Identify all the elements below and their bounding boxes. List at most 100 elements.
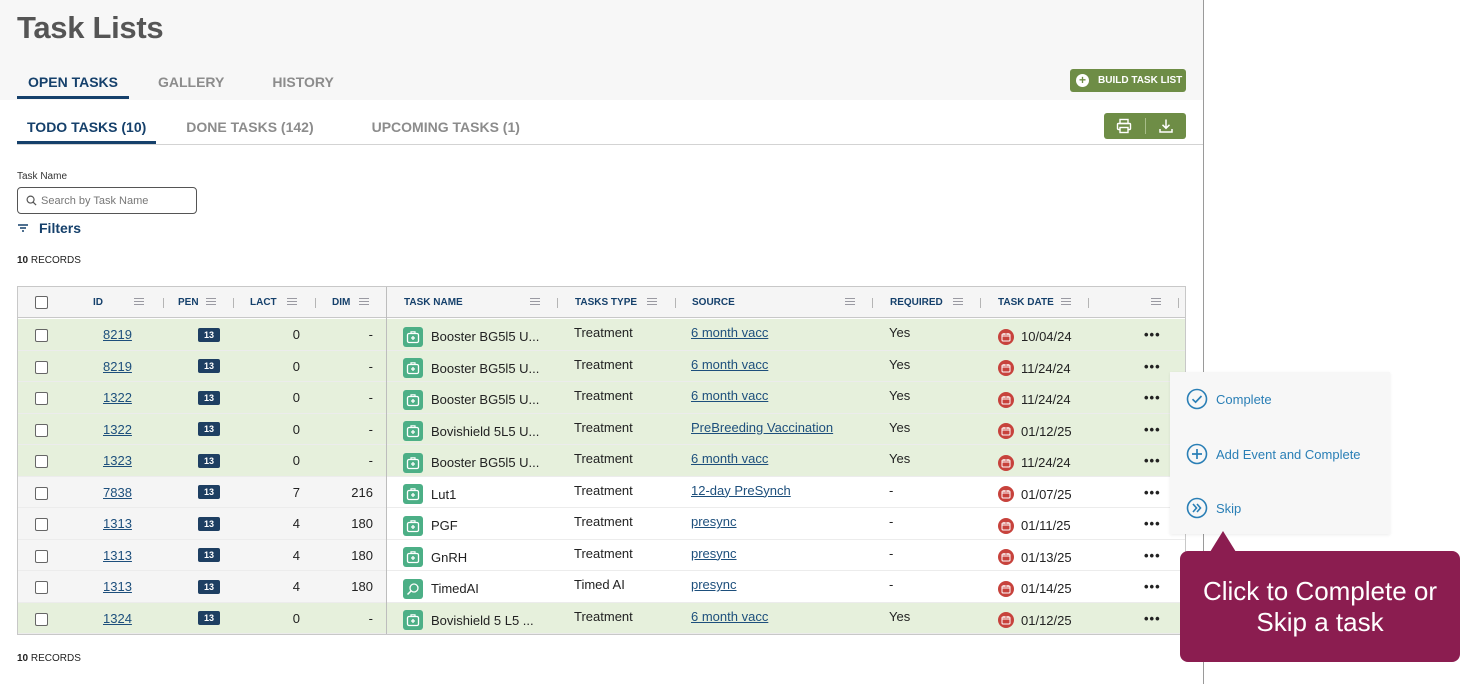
source-link[interactable]: 12-day PreSynch — [691, 482, 791, 498]
animal-id-link[interactable]: 1313 — [103, 516, 132, 531]
task-name-cell[interactable]: TimedAI — [403, 573, 479, 604]
animal-id-link[interactable]: 1323 — [103, 453, 132, 468]
column-menu-icon[interactable] — [206, 298, 216, 307]
task-name-cell[interactable]: Booster BG5l5 U... — [403, 447, 539, 478]
column-menu-icon[interactable] — [647, 298, 657, 307]
more-actions-icon[interactable]: ••• — [1144, 484, 1161, 500]
source-link[interactable]: presync — [691, 545, 737, 561]
column-menu-icon[interactable] — [1061, 298, 1071, 307]
source-link[interactable]: 6 month vacc — [691, 356, 769, 372]
col-header-id[interactable]: ID — [93, 297, 103, 308]
col-header-tasks-type[interactable]: TASKS TYPE — [575, 297, 638, 308]
source-link[interactable]: presync — [691, 514, 737, 529]
column-menu-icon[interactable] — [845, 298, 855, 307]
lact-cell: 0 — [292, 453, 300, 468]
animal-id-link[interactable]: 1322 — [103, 390, 132, 405]
more-actions-icon[interactable]: ••• — [1144, 547, 1161, 563]
col-header-required[interactable]: REQUIRED — [890, 297, 943, 308]
col-header-pen[interactable]: PEN — [178, 297, 199, 308]
row-checkbox[interactable] — [35, 423, 48, 437]
column-separator — [557, 298, 558, 308]
row-checkbox[interactable] — [35, 581, 48, 594]
source-link[interactable]: 6 month vacc — [691, 325, 769, 340]
table-row[interactable]: 8219 13 0 - Booster BG5l5 U... Treatment 6 mon… — [18, 350, 1185, 384]
animal-id-link[interactable]: 7838 — [103, 484, 132, 500]
tab-upcoming-tasks[interactable]: UPCOMING TASKS (1) — [371, 119, 520, 135]
table-row[interactable]: 8219 13 0 - Booster BG5l5 U... Treatment 6 mon… — [18, 319, 1185, 351]
tab-gallery[interactable]: GALLERY — [157, 74, 225, 90]
task-name-cell[interactable]: Bovishield 5L5 U... — [403, 416, 539, 447]
select-all-checkbox[interactable] — [35, 296, 48, 309]
table-row[interactable]: 1324 13 0 - Bovishield 5 L5 ... Treatment 6 mo… — [18, 602, 1185, 636]
column-menu-icon[interactable] — [1151, 298, 1161, 307]
task-name-cell[interactable]: Lut1 — [403, 479, 456, 510]
menu-item-add-event-and-complete[interactable]: Add Event and Complete — [1186, 443, 1361, 465]
filters-toggle[interactable]: Filters — [17, 220, 81, 236]
lact-cell: 0 — [292, 358, 300, 374]
row-checkbox[interactable] — [35, 360, 48, 374]
lact-cell: 0 — [292, 610, 300, 626]
row-checkbox[interactable] — [35, 549, 48, 563]
col-header-dim[interactable]: DIM — [332, 297, 351, 308]
pen-badge: 13 — [198, 548, 220, 562]
animal-id-link[interactable]: 1324 — [103, 610, 132, 626]
column-menu-icon[interactable] — [530, 298, 540, 307]
col-header-source[interactable]: SOURCE — [692, 297, 735, 308]
task-name-cell[interactable]: GnRH — [403, 542, 467, 573]
tab-history[interactable]: HISTORY — [272, 74, 334, 90]
animal-id-link[interactable]: 1322 — [103, 421, 132, 437]
animal-id-link[interactable]: 1313 — [103, 579, 132, 594]
table-row[interactable]: 7838 13 7 216 Lut1 Treatment 12-day PreSynch - 0… — [18, 476, 1185, 510]
task-name-cell[interactable]: Bovishield 5 L5 ... — [403, 605, 534, 636]
task-name-cell[interactable]: Booster BG5l5 U... — [403, 321, 539, 352]
menu-item-skip[interactable]: Skip — [1186, 497, 1241, 519]
animal-id-link[interactable]: 8219 — [103, 358, 132, 374]
more-actions-icon[interactable]: ••• — [1144, 453, 1161, 468]
task-name-cell[interactable]: Booster BG5l5 U... — [403, 353, 539, 384]
table-row[interactable]: 1322 13 0 - Booster BG5l5 U... Treatment 6 mon… — [18, 382, 1185, 414]
source-link[interactable]: presync — [691, 577, 737, 592]
source-link[interactable]: PreBreeding Vaccination — [691, 419, 834, 435]
tab-done-tasks[interactable]: DONE TASKS (142) — [186, 119, 314, 135]
row-checkbox[interactable] — [35, 486, 48, 500]
more-actions-icon[interactable]: ••• — [1144, 358, 1161, 374]
column-menu-icon[interactable] — [359, 298, 369, 307]
search-input[interactable] — [41, 194, 191, 207]
table-row[interactable]: 1313 13 4 180 GnRH Treatment presync -01/13/25 •… — [18, 539, 1185, 573]
tab-open-tasks[interactable]: OPEN TASKS — [17, 70, 129, 99]
row-checkbox[interactable] — [35, 392, 48, 405]
search-field[interactable] — [17, 187, 197, 214]
row-checkbox[interactable] — [35, 329, 48, 342]
col-header-task-name[interactable]: TASK NAME — [404, 297, 463, 308]
column-menu-icon[interactable] — [953, 298, 963, 307]
col-header-task-date[interactable]: TASK DATE — [998, 297, 1054, 308]
source-link[interactable]: 6 month vacc — [691, 608, 769, 624]
more-actions-icon[interactable]: ••• — [1144, 390, 1161, 405]
table-row[interactable]: 1322 13 0 - Bovishield 5L5 U... Treatment PreB… — [18, 413, 1185, 447]
row-checkbox[interactable] — [35, 518, 48, 531]
source-link[interactable]: 6 month vacc — [691, 388, 769, 403]
build-task-list-button[interactable]: + BUILD TASK LIST — [1070, 69, 1186, 92]
download-button[interactable] — [1145, 113, 1186, 139]
more-actions-icon[interactable]: ••• — [1144, 516, 1161, 531]
column-menu-icon[interactable] — [287, 298, 297, 307]
more-actions-icon[interactable]: ••• — [1144, 610, 1161, 626]
row-checkbox[interactable] — [35, 612, 48, 626]
table-row[interactable]: 1313 13 4 180 PGF Treatment presync -01/11/25 ••… — [18, 508, 1185, 540]
table-row[interactable]: 1323 13 0 - Booster BG5l5 U... Treatment 6 mon… — [18, 445, 1185, 477]
row-checkbox[interactable] — [35, 455, 48, 468]
print-button[interactable] — [1104, 113, 1145, 139]
tab-todo-tasks[interactable]: TODO TASKS (10) — [17, 114, 157, 144]
animal-id-link[interactable]: 8219 — [103, 327, 132, 342]
task-name-cell[interactable]: PGF — [403, 510, 458, 541]
more-actions-icon[interactable]: ••• — [1144, 421, 1161, 437]
more-actions-icon[interactable]: ••• — [1144, 579, 1161, 594]
column-menu-icon[interactable] — [134, 298, 144, 307]
source-link[interactable]: 6 month vacc — [691, 451, 769, 466]
menu-item-complete[interactable]: Complete — [1186, 388, 1272, 410]
table-row[interactable]: 1313 13 4 180 TimedAI Timed AI presync -01/14/2… — [18, 571, 1185, 603]
task-name-cell[interactable]: Booster BG5l5 U... — [403, 384, 539, 415]
animal-id-link[interactable]: 1313 — [103, 547, 132, 563]
col-header-lact[interactable]: LACT — [250, 297, 277, 308]
more-actions-icon[interactable]: ••• — [1144, 327, 1161, 342]
